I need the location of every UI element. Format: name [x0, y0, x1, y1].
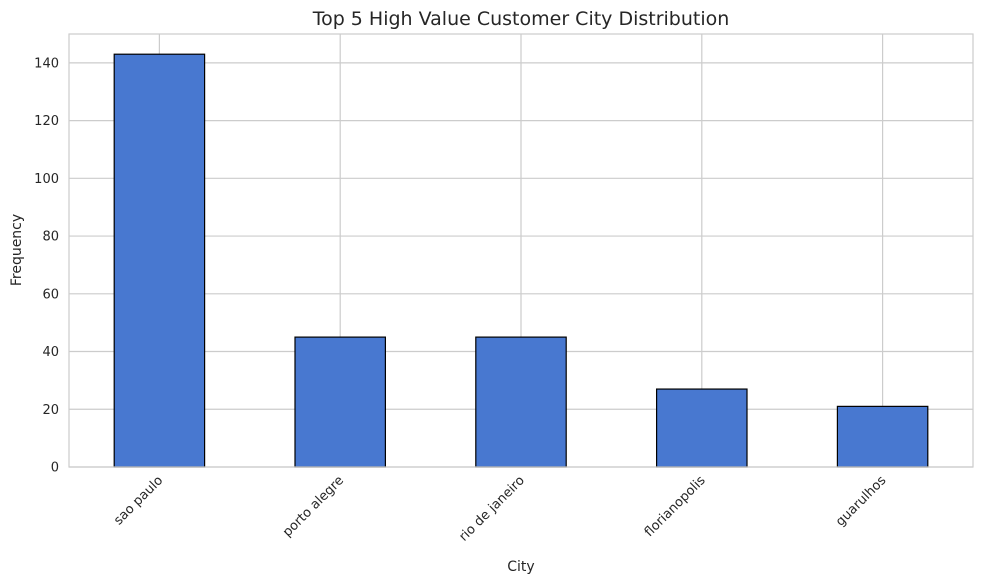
- bar-florianopolis: [655, 388, 748, 468]
- x-tick-label: florianopolis: [642, 473, 709, 540]
- y-tick-label: 100: [34, 172, 59, 187]
- y-tick-label: 40: [42, 345, 59, 360]
- bar-porto-alegre: [294, 336, 387, 468]
- y-tick-label: 120: [34, 114, 59, 129]
- grid: [69, 34, 973, 468]
- bar-sao-paulo: [113, 53, 206, 468]
- x-tick-label: porto alegre: [280, 473, 347, 540]
- x-tick-label: guarulhos: [833, 473, 889, 529]
- bar-guarulhos: [836, 405, 929, 468]
- y-axis-label: Frequency: [9, 214, 25, 286]
- x-axis-label: City: [507, 559, 534, 575]
- bars: [113, 53, 929, 468]
- x-tick-label: sao paulo: [111, 473, 166, 528]
- chart-title: Top 5 High Value Customer City Distribut…: [312, 8, 730, 30]
- y-tick-label: 60: [42, 287, 59, 302]
- y-tick-label: 0: [51, 461, 59, 476]
- x-axis-ticks: sao paulo porto alegre rio de janeiro flori…: [111, 473, 889, 544]
- bar-rio-de-janeiro: [475, 336, 567, 468]
- x-tick-label: rio de janeiro: [456, 473, 527, 544]
- plot-frame: [68, 33, 974, 468]
- y-axis-ticks: 0 20 40 60 80 100 120 140: [34, 56, 59, 475]
- y-tick-label: 20: [42, 403, 59, 418]
- y-tick-label: 140: [34, 56, 59, 71]
- y-tick-label: 80: [42, 230, 59, 245]
